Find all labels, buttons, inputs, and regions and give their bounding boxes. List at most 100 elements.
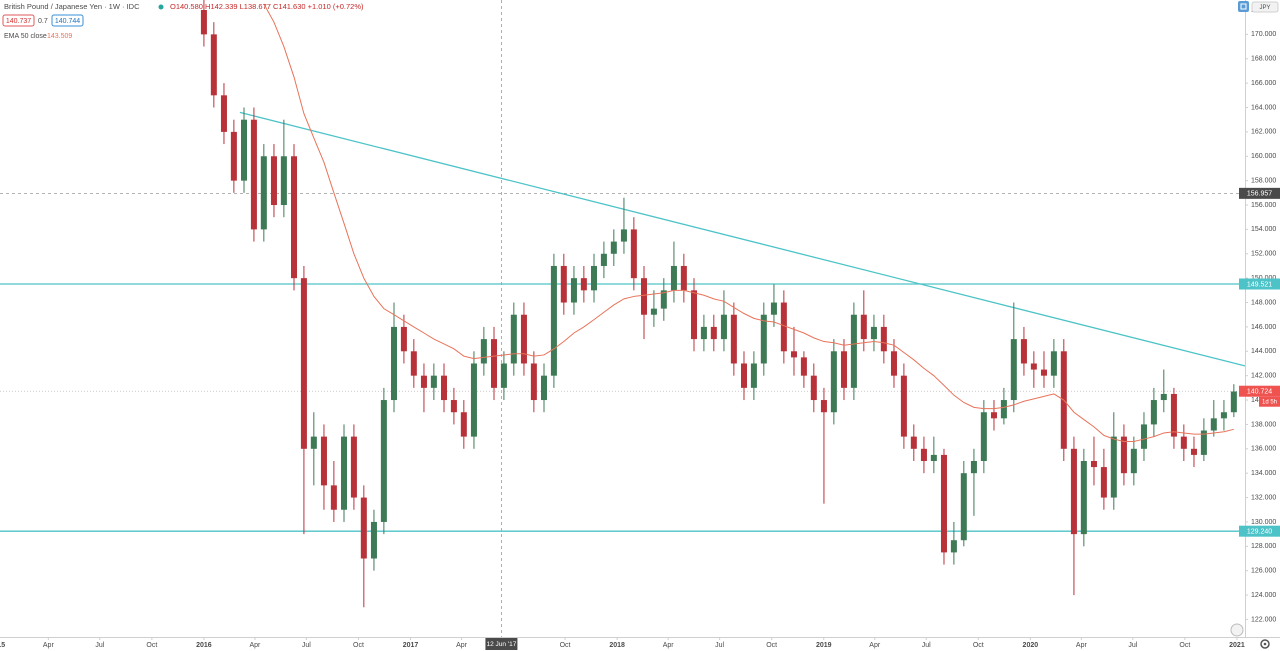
candle-body xyxy=(1050,351,1057,376)
y-tick-label: 162.000 xyxy=(1251,129,1276,136)
candle-body xyxy=(1080,460,1087,535)
spread: 0.7 xyxy=(38,18,48,25)
candle-body xyxy=(450,400,457,413)
candle-body xyxy=(990,412,997,419)
x-tick-label: Jul xyxy=(302,642,311,649)
y-tick-label: 130.000 xyxy=(1251,519,1276,526)
candle-body xyxy=(740,363,747,388)
x-tick-label: 2016 xyxy=(196,642,212,649)
candle-body xyxy=(490,339,497,388)
candle-body xyxy=(760,314,767,364)
candle-body xyxy=(210,34,217,96)
settings-icon xyxy=(1263,642,1267,646)
y-tick-label: 128.000 xyxy=(1251,543,1276,550)
candle-body xyxy=(320,436,327,486)
candle-body xyxy=(470,363,477,437)
candle-body xyxy=(970,460,977,474)
x-tick-label: 2015 xyxy=(0,642,5,649)
candle-body xyxy=(810,375,817,401)
bid-price: 140.737 xyxy=(6,18,31,25)
candle-body xyxy=(340,436,347,510)
x-tick-label: Oct xyxy=(1179,642,1190,649)
candle-body xyxy=(1180,436,1187,449)
bid-box[interactable] xyxy=(2,14,35,27)
y-tick-label: 134.000 xyxy=(1251,470,1276,477)
candle-body xyxy=(680,265,687,291)
x-tick-label: 2018 xyxy=(609,642,625,649)
candle-body xyxy=(920,448,927,461)
candle-body xyxy=(430,375,437,388)
candle-body xyxy=(900,375,907,437)
y-tick-label: 152.000 xyxy=(1251,251,1276,258)
level-price-bg xyxy=(1239,278,1280,290)
candle-body xyxy=(1230,391,1237,413)
candle-body xyxy=(980,412,987,461)
x-tick-label: Oct xyxy=(973,642,984,649)
candle-body xyxy=(290,156,297,279)
candle-body xyxy=(1110,436,1117,498)
candle-body xyxy=(840,351,847,388)
x-tick-label: 2017 xyxy=(403,642,419,649)
y-tick-label: 148.000 xyxy=(1251,299,1276,306)
countdown-bg xyxy=(1259,396,1280,407)
y-tick-label: 144.000 xyxy=(1251,348,1276,355)
y-tick-label: 126.000 xyxy=(1251,568,1276,575)
x-tick-label: Apr xyxy=(456,642,468,649)
ema-line xyxy=(263,3,1234,442)
y-tick-label: 132.000 xyxy=(1251,494,1276,501)
candle-body xyxy=(700,326,707,340)
candle-body xyxy=(580,278,587,291)
candle-body xyxy=(480,339,487,364)
candle-body xyxy=(780,302,787,352)
candle-body xyxy=(310,436,317,449)
settings-button[interactable] xyxy=(1260,639,1270,649)
y-tick-label: 156.000 xyxy=(1251,202,1276,209)
currency-badge[interactable] xyxy=(1251,1,1279,13)
price-tags: 156.957 149.521 129.240 140.724 1d 5h 12 Jun … xyxy=(485,187,1280,650)
x-tick-label: 2019 xyxy=(816,642,832,649)
candle-body xyxy=(270,156,277,206)
indicator-name: EMA 50 close xyxy=(4,33,47,40)
candle-body xyxy=(640,278,647,315)
candle-body xyxy=(1000,400,1007,419)
last-price: 140.724 xyxy=(1247,389,1272,396)
candle-body xyxy=(1200,430,1207,455)
plot-area xyxy=(0,0,1245,637)
candle-body xyxy=(390,326,397,401)
candle-body xyxy=(540,375,547,401)
candle-body xyxy=(1160,393,1167,401)
candle-body xyxy=(1020,339,1027,364)
candle-body xyxy=(890,351,897,376)
candle-body xyxy=(1010,339,1017,401)
candle-body xyxy=(870,326,877,340)
x-tick-label: Apr xyxy=(43,642,55,649)
x-tick-label: Oct xyxy=(766,642,777,649)
candle-body xyxy=(550,265,557,376)
ask-box[interactable] xyxy=(51,14,84,27)
layout-button[interactable] xyxy=(1238,1,1249,12)
candle-body xyxy=(710,326,717,340)
candle-body xyxy=(1210,418,1217,431)
x-tick-label: Oct xyxy=(560,642,571,649)
candle-body xyxy=(860,314,867,340)
candle-body xyxy=(330,485,337,510)
layout-icon xyxy=(1240,3,1247,10)
trendline xyxy=(239,111,1245,367)
y-tick-label: 158.000 xyxy=(1251,177,1276,184)
candle-body xyxy=(200,9,207,35)
candle-body xyxy=(410,351,417,376)
candle-body xyxy=(530,363,537,401)
candle-body xyxy=(910,436,917,449)
x-tick-label: Apr xyxy=(663,642,675,649)
crosshair-date-bg xyxy=(485,638,518,650)
symbol-title: British Pound / Japanese Yen · 1W · IDC xyxy=(4,2,140,11)
y-tick-label: 136.000 xyxy=(1251,446,1276,453)
x-tick-label: Jul xyxy=(1128,642,1137,649)
scroll-button[interactable] xyxy=(1230,623,1244,637)
candle-body xyxy=(360,497,367,559)
candle-body xyxy=(350,436,357,498)
y-tick-label: 124.000 xyxy=(1251,592,1276,599)
candle-body xyxy=(820,400,827,413)
y-tick-label: 160.000 xyxy=(1251,153,1276,160)
